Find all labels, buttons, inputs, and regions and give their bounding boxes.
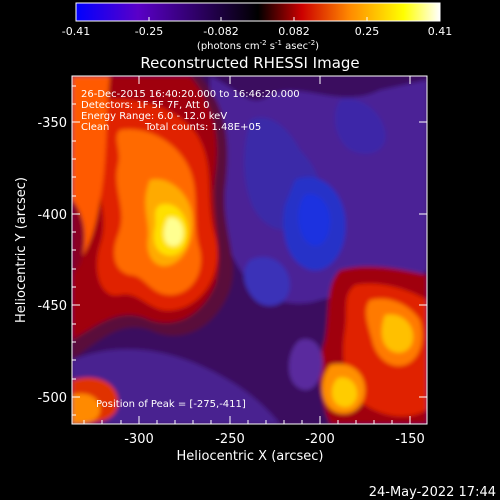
timestamp: 24-May-2022 17:44 bbox=[369, 485, 496, 500]
colorbar-units: (photons cm-2 s-1 asec-2) bbox=[197, 39, 319, 52]
y-axis-ticks bbox=[72, 85, 427, 416]
colorbar-ticks bbox=[75, 17, 441, 21]
peak-position: Position of Peak = [-275,-411] bbox=[96, 399, 246, 410]
info-total-counts: Total counts: 1.48E+05 bbox=[144, 122, 261, 133]
colorbar-tick-label: 0.41 bbox=[428, 25, 453, 38]
y-tick-label: -450 bbox=[37, 299, 67, 314]
y-tick-label: -400 bbox=[37, 208, 67, 223]
colorbar-tick-label: 0.25 bbox=[355, 25, 380, 38]
info-time-range: 26-Dec-2015 16:40:20.000 to 16:46:20.000 bbox=[81, 89, 300, 100]
y-tick-label: -350 bbox=[37, 116, 67, 131]
y-axis-label: Heliocentric Y (arcsec) bbox=[14, 177, 29, 323]
info-algorithm: Clean bbox=[81, 122, 109, 133]
colorbar-tick-label: -0.41 bbox=[62, 25, 90, 38]
info-detectors: Detectors: 1F 5F 7F, Att 0 bbox=[81, 100, 209, 111]
y-tick-label: -500 bbox=[37, 391, 67, 406]
rhessi-image bbox=[72, 76, 427, 424]
colorbar-tick-label: -0.25 bbox=[135, 25, 163, 38]
image-title: Reconstructed RHESSI Image bbox=[140, 54, 359, 72]
colorbar-tick-label: -0.082 bbox=[203, 25, 238, 38]
colorbar-tick-label: 0.082 bbox=[278, 25, 310, 38]
x-tick-label: -150 bbox=[395, 432, 425, 447]
x-tick-label: -250 bbox=[215, 432, 245, 447]
x-tick-label: -200 bbox=[305, 432, 335, 447]
info-energy-range: Energy Range: 6.0 - 12.0 keV bbox=[81, 111, 227, 122]
colorbar: -0.41 -0.25 -0.082 0.082 0.25 0.41 (phot… bbox=[62, 2, 453, 52]
x-axis-ticks bbox=[83, 76, 411, 424]
x-tick-label: -300 bbox=[124, 432, 154, 447]
x-axis-label: Heliocentric X (arcsec) bbox=[177, 449, 324, 464]
colorbar-gradient bbox=[75, 2, 441, 22]
observation-info: 26-Dec-2015 16:40:20.000 to 16:46:20.000… bbox=[81, 89, 300, 133]
